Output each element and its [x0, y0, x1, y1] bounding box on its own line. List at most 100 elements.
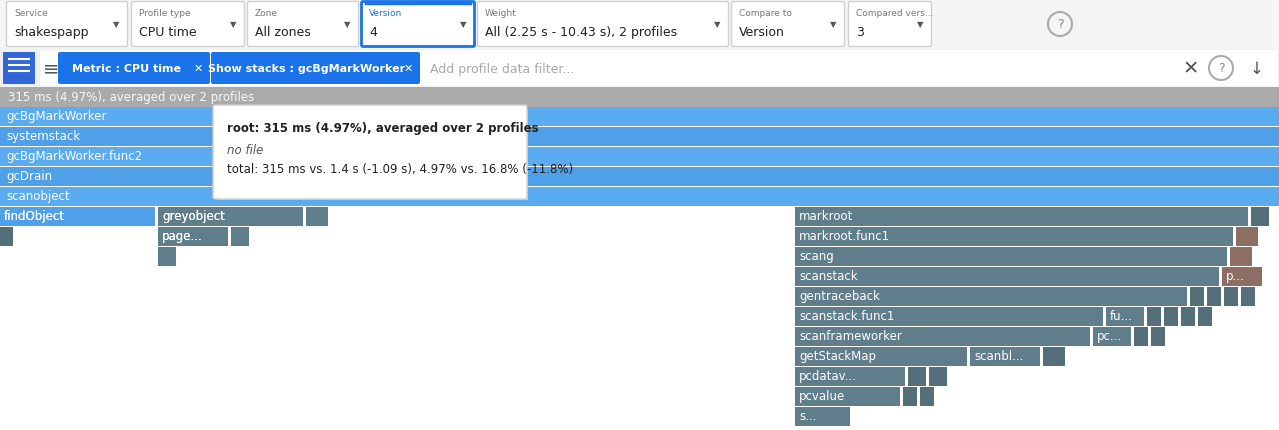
FancyBboxPatch shape	[58, 53, 210, 85]
Text: scanframeworker: scanframeworker	[799, 330, 902, 343]
Bar	[306, 208, 327, 227]
FancyBboxPatch shape	[477, 3, 729, 47]
Text: gcBgMarkWorker: gcBgMarkWorker	[6, 110, 106, 123]
Text: pcvalue: pcvalue	[799, 390, 845, 402]
Bar	[306, 208, 327, 227]
FancyBboxPatch shape	[848, 3, 931, 47]
Text: Zone: Zone	[255, 9, 278, 18]
Bar	[0, 187, 1279, 206]
Text: gentraceback: gentraceback	[799, 290, 880, 303]
Bar	[1241, 287, 1255, 306]
Bar	[0, 0, 1279, 50]
Bar	[1151, 327, 1165, 346]
Text: scanobject: scanobject	[6, 190, 69, 203]
Bar	[0, 208, 796, 430]
Text: Service: Service	[14, 9, 47, 18]
Text: greyobject: greyobject	[162, 210, 225, 223]
Bar	[1221, 267, 1262, 286]
Text: markroot.func1: markroot.func1	[799, 230, 890, 243]
Bar	[0, 208, 155, 227]
Bar	[0, 50, 1279, 88]
Bar	[903, 387, 917, 406]
FancyBboxPatch shape	[3, 53, 35, 85]
Text: scanstack.func1: scanstack.func1	[799, 310, 894, 323]
Text: ?: ?	[1218, 62, 1224, 75]
Bar	[231, 227, 249, 246]
Bar	[40, 51, 1278, 87]
Bar	[0, 108, 1279, 127]
Text: 4: 4	[370, 26, 377, 39]
Text: CPU time: CPU time	[139, 26, 197, 39]
Text: ≡: ≡	[43, 59, 59, 78]
FancyBboxPatch shape	[132, 3, 244, 47]
Bar	[796, 227, 1233, 246]
Text: Version: Version	[370, 9, 403, 18]
Text: ↓: ↓	[1250, 60, 1264, 78]
Bar	[159, 208, 303, 227]
Bar	[0, 208, 155, 227]
Bar	[1236, 227, 1259, 246]
FancyBboxPatch shape	[211, 53, 420, 85]
FancyBboxPatch shape	[248, 3, 358, 47]
Text: p...: p...	[1227, 270, 1244, 283]
Text: ▼: ▼	[830, 21, 836, 29]
Text: scanbl...: scanbl...	[975, 350, 1023, 362]
Text: systemstack: systemstack	[6, 130, 81, 143]
Bar	[796, 387, 900, 406]
Bar	[796, 208, 1248, 227]
Bar	[796, 287, 1187, 306]
Bar	[796, 347, 967, 366]
Bar	[159, 208, 303, 227]
Bar	[1094, 327, 1131, 346]
Bar	[1198, 307, 1212, 326]
Text: gcBgMarkWorker.func2: gcBgMarkWorker.func2	[6, 150, 142, 163]
Bar	[796, 307, 1102, 326]
Bar	[929, 367, 946, 386]
Text: Compare to: Compare to	[739, 9, 792, 18]
Text: greyobject: greyobject	[162, 210, 225, 223]
Bar	[1164, 307, 1178, 326]
Text: page...: page...	[162, 230, 203, 243]
Text: ▼: ▼	[459, 21, 467, 29]
Text: Compared vers...: Compared vers...	[856, 9, 934, 18]
Text: findObject: findObject	[4, 210, 65, 223]
Text: Show stacks : gcBgMarkWorker: Show stacks : gcBgMarkWorker	[208, 64, 405, 74]
Bar	[0, 147, 1279, 166]
Bar	[908, 367, 926, 386]
Bar	[217, 111, 528, 200]
Text: Weight: Weight	[485, 9, 517, 18]
Bar	[159, 247, 177, 266]
Text: scang: scang	[799, 250, 834, 263]
Text: s...: s...	[799, 409, 816, 423]
Text: ▼: ▼	[917, 21, 923, 29]
Text: findObject: findObject	[4, 210, 65, 223]
Bar	[1181, 307, 1195, 326]
Bar	[1224, 287, 1238, 306]
Bar	[969, 347, 1040, 366]
Bar	[159, 227, 228, 246]
Text: 315 ms (4.97%), averaged over 2 profiles: 315 ms (4.97%), averaged over 2 profiles	[8, 91, 255, 104]
Text: 3: 3	[856, 26, 863, 39]
Text: markroot: markroot	[799, 210, 853, 223]
Text: scanstack: scanstack	[799, 270, 858, 283]
FancyBboxPatch shape	[362, 3, 475, 47]
Text: ✕: ✕	[403, 64, 413, 74]
Bar	[1189, 287, 1204, 306]
Bar	[796, 367, 906, 386]
Bar	[0, 128, 1279, 147]
Bar	[0, 168, 1279, 187]
Bar	[1106, 307, 1143, 326]
FancyBboxPatch shape	[732, 3, 844, 47]
Bar	[796, 247, 1227, 266]
Bar	[920, 387, 934, 406]
Bar	[796, 327, 1090, 346]
Bar	[1251, 208, 1269, 227]
Text: ▼: ▼	[714, 21, 720, 29]
Bar	[159, 227, 228, 246]
FancyBboxPatch shape	[6, 3, 128, 47]
FancyBboxPatch shape	[214, 106, 527, 200]
Text: Profile type: Profile type	[139, 9, 191, 18]
Bar	[0, 227, 13, 246]
Text: fu...: fu...	[1110, 310, 1133, 323]
Text: ▼: ▼	[344, 21, 350, 29]
